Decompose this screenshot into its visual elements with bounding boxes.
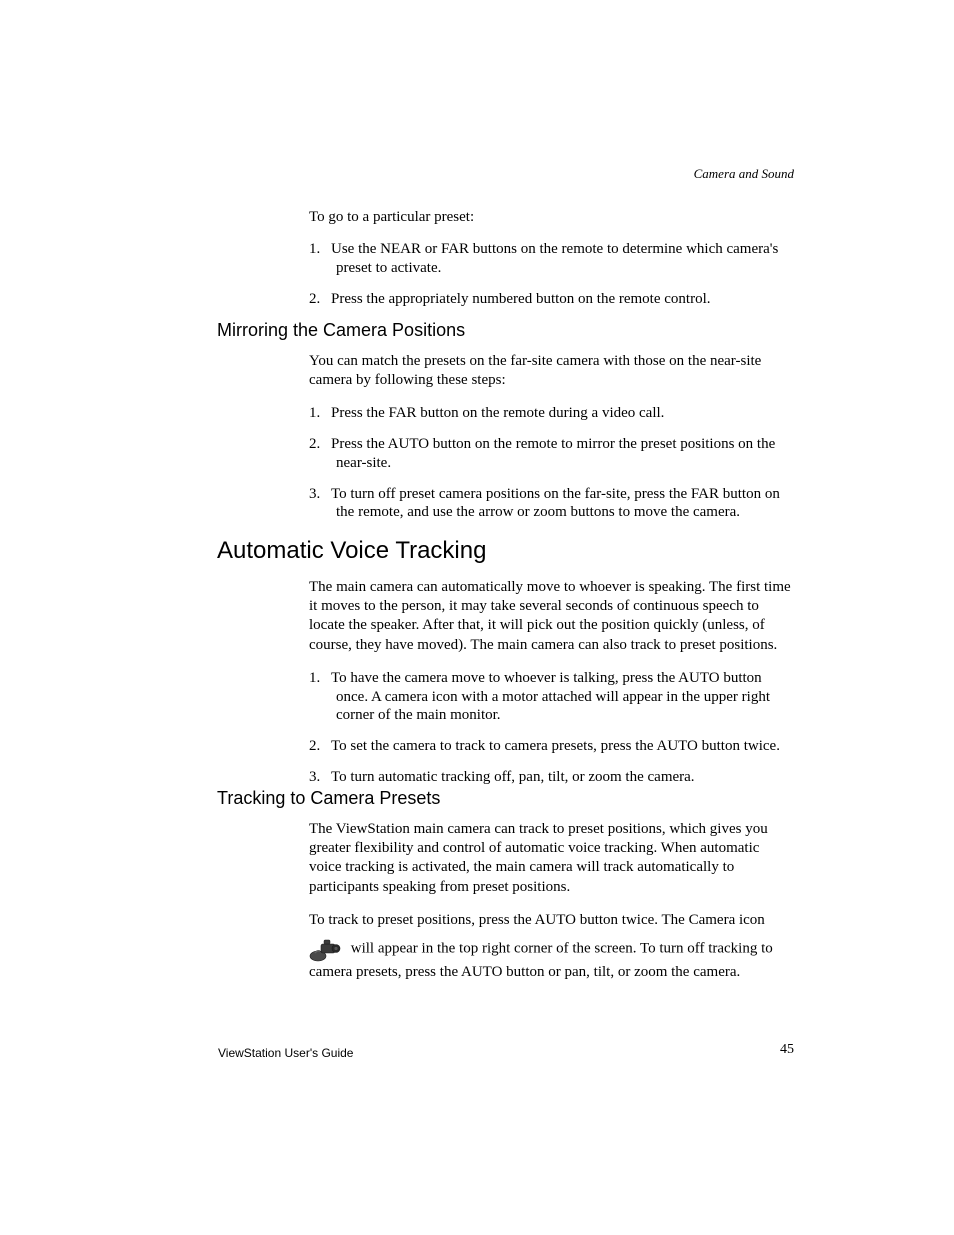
list-item: 2.To set the camera to track to camera p… <box>309 737 795 756</box>
list-item-text: To turn off preset camera positions on t… <box>331 486 780 521</box>
mirroring-section-body: You can match the presets on the far-sit… <box>309 352 795 540</box>
tracking-presets-para1: The ViewStation main camera can track to… <box>309 820 795 897</box>
preset-section-body: To go to a particular preset: 1.Use the … <box>309 209 795 326</box>
auto-voice-steps-list: 1.To have the camera move to whoever is … <box>309 669 795 787</box>
list-item-text: Use the NEAR or FAR buttons on the remot… <box>331 241 778 276</box>
list-item: 3.To turn off preset camera positions on… <box>309 485 795 523</box>
footer-page-number: 45 <box>780 1042 794 1058</box>
footer-guide-title: ViewStation User's Guide <box>218 1046 353 1060</box>
tracking-presets-section-body: The ViewStation main camera can track to… <box>309 820 795 982</box>
running-header: Camera and Sound <box>694 166 794 182</box>
tracking-presets-para2-post-text: will appear in the top right corner of t… <box>309 940 773 980</box>
list-item-text: To have the camera move to whoever is ta… <box>331 670 770 724</box>
preset-steps-list: 1.Use the NEAR or FAR buttons on the rem… <box>309 240 795 308</box>
heading-tracking-presets: Tracking to Camera Presets <box>217 788 440 809</box>
list-item-text: Press the appropriately numbered button … <box>331 291 710 307</box>
list-item: 3.To turn automatic tracking off, pan, t… <box>309 768 795 787</box>
heading-auto-voice-tracking: Automatic Voice Tracking <box>217 537 486 565</box>
list-item: 2.Press the appropriately numbered butto… <box>309 290 795 309</box>
list-item-text: Press the AUTO button on the remote to m… <box>331 436 775 471</box>
tracking-presets-para2-post: will appear in the top right corner of t… <box>309 936 795 982</box>
heading-mirroring: Mirroring the Camera Positions <box>217 320 465 341</box>
tracking-presets-para2-pre: To track to preset positions, press the … <box>309 911 795 930</box>
list-item-text: To turn automatic tracking off, pan, til… <box>331 769 695 785</box>
list-item: 2.Press the AUTO button on the remote to… <box>309 435 795 473</box>
list-item: 1.Press the FAR button on the remote dur… <box>309 404 795 423</box>
mirroring-intro: You can match the presets on the far-sit… <box>309 352 795 390</box>
camera-motor-icon <box>309 936 343 962</box>
document-page: Camera and Sound To go to a particular p… <box>0 0 954 1235</box>
list-item: 1.Use the NEAR or FAR buttons on the rem… <box>309 240 795 278</box>
auto-voice-intro: The main camera can automatically move t… <box>309 578 795 655</box>
list-item: 1.To have the camera move to whoever is … <box>309 669 795 725</box>
list-item-text: Press the FAR button on the remote durin… <box>331 405 664 421</box>
auto-voice-section-body: The main camera can automatically move t… <box>309 578 795 805</box>
preset-intro: To go to a particular preset: <box>309 209 795 226</box>
mirroring-steps-list: 1.Press the FAR button on the remote dur… <box>309 404 795 522</box>
list-item-text: To set the camera to track to camera pre… <box>331 738 780 754</box>
